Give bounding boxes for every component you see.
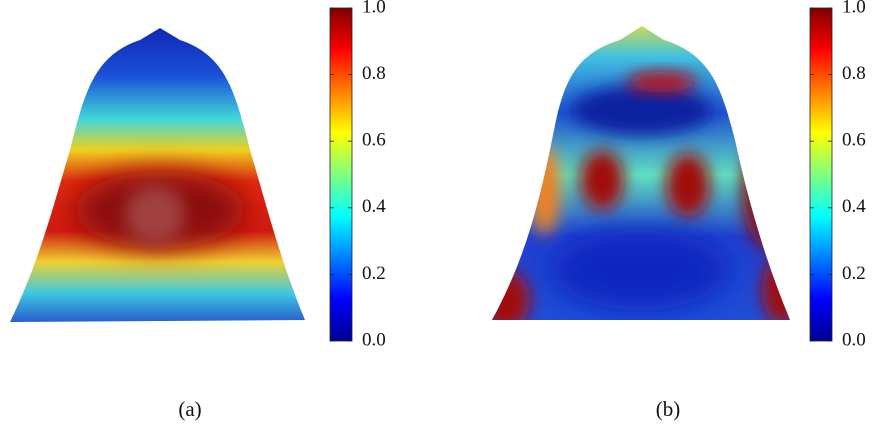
colorbar-tick-label: 0.8 xyxy=(362,63,386,84)
colorbar-tick-label: 0.0 xyxy=(362,329,386,350)
colorbar-tick-label: 0.2 xyxy=(842,263,866,284)
page: {"chart_data": [ {"type": "heatmap", "ca… xyxy=(0,0,877,432)
colorbar-tick-label: 0.4 xyxy=(362,196,386,217)
colorbar-tick-label: 0.0 xyxy=(842,329,866,350)
caption: (b) xyxy=(656,397,681,421)
colorbar-tick-label: 1.0 xyxy=(842,0,866,17)
colorbar-tick-label: 1.0 xyxy=(362,0,386,17)
surface-a xyxy=(0,20,320,330)
colorbar-tick-label: 0.4 xyxy=(842,196,866,217)
colorbar-tick-label: 0.6 xyxy=(362,130,386,151)
figure: (a) (b) 0.0 0.2 0.4 0.6 0.8 1.0 0.0 0.2 0.4 0.6 0.… xyxy=(0,0,877,432)
surface-b xyxy=(480,20,802,330)
colorbar xyxy=(810,8,832,341)
caption: (a) xyxy=(178,397,201,421)
colorbar-tick-label: 0.8 xyxy=(842,63,866,84)
colorbar xyxy=(330,8,352,341)
colorbar-tick-label: 0.6 xyxy=(842,130,866,151)
colorbar-tick-label: 0.2 xyxy=(362,263,386,284)
